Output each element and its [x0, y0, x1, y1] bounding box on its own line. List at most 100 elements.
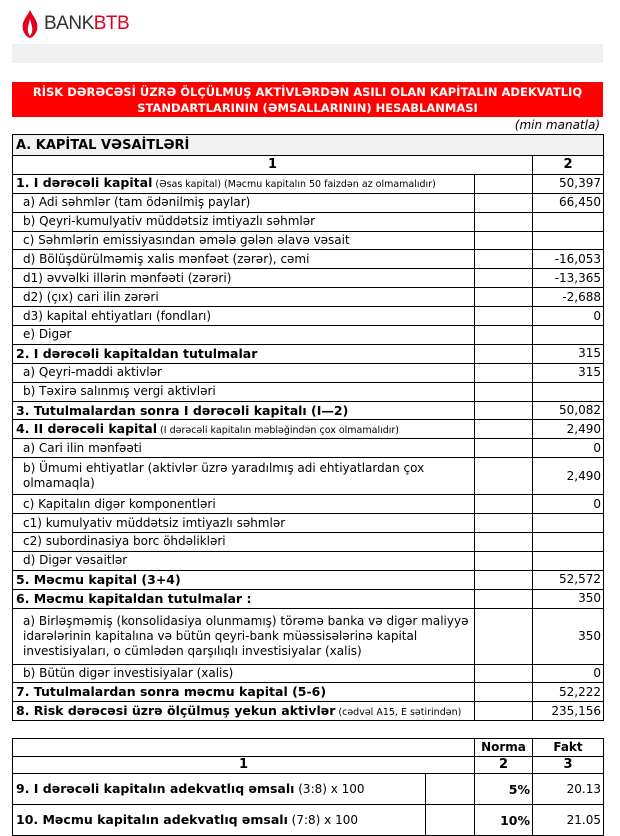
row-value	[531, 513, 605, 534]
empty-cell	[474, 268, 533, 289]
empty-cell	[474, 438, 533, 459]
row-label-text: 2. I dərəcəli kapitaldan tutulmalar	[16, 345, 258, 361]
row-value	[531, 211, 605, 232]
row-value	[531, 325, 605, 345]
row-label: 8. Risk dərəcəsi üzrə ölçülmuş yekun akt…	[12, 701, 475, 722]
row-label-text: d2) (çıx) cari ilin zərəri	[23, 289, 159, 304]
unit-label: (min manatla)	[514, 118, 600, 132]
row-label-text: c) Səhmlərin emissiyasından əmələ gələn …	[23, 233, 350, 247]
table-row: e) Digər	[12, 325, 605, 345]
empty-cell	[474, 306, 533, 327]
empty-cell	[474, 287, 533, 308]
row-label-text: 8. Risk dərəcəsi üzrə ölçülmuş yekun akt…	[16, 702, 336, 718]
row-label: d) Bölüşdürülməmiş xalis mənfəət (zərər)…	[12, 249, 475, 270]
empty-cell	[474, 532, 533, 552]
col-num-3: 3	[532, 755, 604, 774]
row-value: 52,222	[531, 682, 605, 703]
flame-icon	[22, 10, 38, 38]
row-label: 3. Tutulmalardan sonra I dərəcəli kapita…	[12, 400, 475, 421]
table-row: b) Təxirə salınmış vergi aktivləri	[12, 381, 605, 402]
empty-cell	[474, 588, 533, 609]
table-row: d3) kapital ehtiyatları (fondları) 0	[12, 306, 605, 327]
table-row: 7. Tutulmalardan sonra məcmu kapital (5-…	[12, 682, 605, 703]
col-num-1: 1	[12, 755, 475, 774]
row-label: 7. Tutulmalardan sonra məcmu kapital (5-…	[12, 682, 475, 703]
row-value: 235,156	[531, 701, 605, 722]
row-label: c2) subordinasiya borc öhdəlikləri	[12, 532, 475, 552]
row-label: a) Adi səhmlər (tam ödənilmiş paylar)	[12, 192, 475, 213]
table-row: c) Kapitalın digər komponentləri 0	[12, 494, 605, 515]
row-label: e) Digər	[12, 325, 475, 345]
ratio-label-text: 9. I dərəcəli kapitalın adekvatlıq əmsal…	[16, 781, 295, 796]
col-header-fakt: Fakt	[532, 738, 604, 757]
table-row: 5. Məcmu kapital (3+4) 52,572	[12, 569, 605, 590]
empty-cell	[474, 701, 533, 722]
row-value: -13,365	[531, 268, 605, 289]
row-label-text: b) Bütün digər investisiyalar (xalis)	[23, 666, 234, 681]
row-label-text: d) Digər vəsaitlər	[23, 553, 128, 568]
row-label: 1. I dərəcəli kapital (Əsas kapital) (Mə…	[12, 173, 475, 194]
col-header-1: 1	[12, 155, 533, 175]
row-value: -2,688	[531, 287, 605, 308]
row-label: c) Kapitalın digər komponentləri	[12, 494, 475, 515]
col-header-norma: Norma	[474, 738, 533, 757]
row-label: b) Ümumi ehtiyatlar (aktivlər üzrə yarad…	[12, 457, 475, 496]
row-label: a) Qeyri-maddi aktivlər	[12, 362, 475, 383]
logo-text-bank: BANK	[44, 13, 94, 34]
empty-cell	[474, 249, 533, 270]
row-label-text: d3) kapital ehtiyatları (fondları)	[23, 308, 212, 323]
row-label: 4. II dərəcəli kapital (I dərəcəli kapit…	[12, 419, 475, 440]
row-label-text: a) Cari ilin mənfəəti	[23, 440, 142, 455]
row-label: b) Təxirə salınmış vergi aktivləri	[12, 381, 475, 402]
title-line-1: RİSK DƏRƏCƏSİ ÜZRƏ ÖLÇÜLMUŞ AKTİVLƏRDƏN …	[32, 85, 583, 99]
row-value: 0	[531, 438, 605, 459]
row-label: b) Qeyri-kumulyativ müddətsiz imtiyazlı …	[12, 211, 475, 232]
row-value	[531, 550, 605, 571]
empty-cell	[474, 343, 533, 364]
row-value: 315	[531, 343, 605, 364]
row-label: b) Bütün digər investisiyalar (xalis)	[12, 663, 475, 684]
table-row: d2) (çıx) cari ilin zərəri -2,688	[12, 287, 605, 308]
empty-cell	[474, 381, 533, 402]
row-value: 350	[531, 607, 605, 665]
col-num-2: 2	[474, 755, 533, 774]
row-value	[531, 381, 605, 402]
row-label-text: c2) subordinasiya borc öhdəlikləri	[23, 534, 226, 549]
table-row: a) Birləşməmiş (konsolidasiya olunmamış)…	[12, 607, 605, 665]
row-value: 0	[531, 306, 605, 327]
blank-header	[12, 738, 475, 757]
table-row: a) Qeyri-maddi aktivlər 315	[12, 362, 605, 383]
empty-cell	[425, 773, 475, 805]
ratio-label-text: 10. Məcmu kapitalın adekvatlıq əmsalı	[16, 812, 288, 827]
row-value: 52,572	[531, 569, 605, 590]
table-row: b) Qeyri-kumulyativ müddətsiz imtiyazlı …	[12, 211, 605, 232]
row-label: d) Digər vəsaitlər	[12, 550, 475, 571]
table-row: d) Bölüşdürülməmiş xalis mənfəət (zərər)…	[12, 249, 605, 270]
row-value: 315	[531, 362, 605, 383]
table-row: a) Adi səhmlər (tam ödənilmiş paylar) 66,…	[12, 192, 605, 213]
row-label: 2. I dərəcəli kapitaldan tutulmalar	[12, 343, 475, 364]
table-row: 4. II dərəcəli kapital (I dərəcəli kapit…	[12, 419, 605, 440]
page-title: RİSK DƏRƏCƏSİ ÜZRƏ ÖLÇÜLMUŞ AKTİVLƏRDƏN …	[12, 82, 603, 117]
ratio-row: 9. I dərəcəli kapitalın adekvatlıq əmsal…	[12, 773, 604, 805]
empty-cell	[474, 362, 533, 383]
logo-text-btb: BTB	[93, 13, 130, 34]
table-row: b) Ümumi ehtiyatlar (aktivlər üzrə yarad…	[12, 457, 605, 496]
row-label-text: a) Qeyri-maddi aktivlər	[23, 365, 162, 380]
table-row: c2) subordinasiya borc öhdəlikləri	[12, 532, 605, 552]
row-value: 66,450	[531, 192, 605, 213]
ratio-fakt: 21.05	[532, 804, 604, 836]
row-label-text: d) Bölüşdürülməmiş xalis mənfəət (zərər)…	[23, 251, 310, 266]
table-row: 3. Tutulmalardan sonra I dərəcəli kapita…	[12, 400, 605, 421]
empty-cell	[474, 230, 533, 251]
empty-cell	[474, 607, 533, 665]
row-label-text: e) Digər	[23, 327, 72, 342]
row-label: 6. Məcmu kapitaldan tutulmalar :	[12, 588, 475, 609]
empty-cell	[474, 400, 533, 421]
empty-cell	[474, 325, 533, 345]
ratio-row: 10. Məcmu kapitalın adekvatlıq əmsalı (7…	[12, 804, 604, 836]
ratio-formula: (3:8) x 100	[294, 782, 365, 796]
row-label: d2) (çıx) cari ilin zərəri	[12, 287, 475, 308]
